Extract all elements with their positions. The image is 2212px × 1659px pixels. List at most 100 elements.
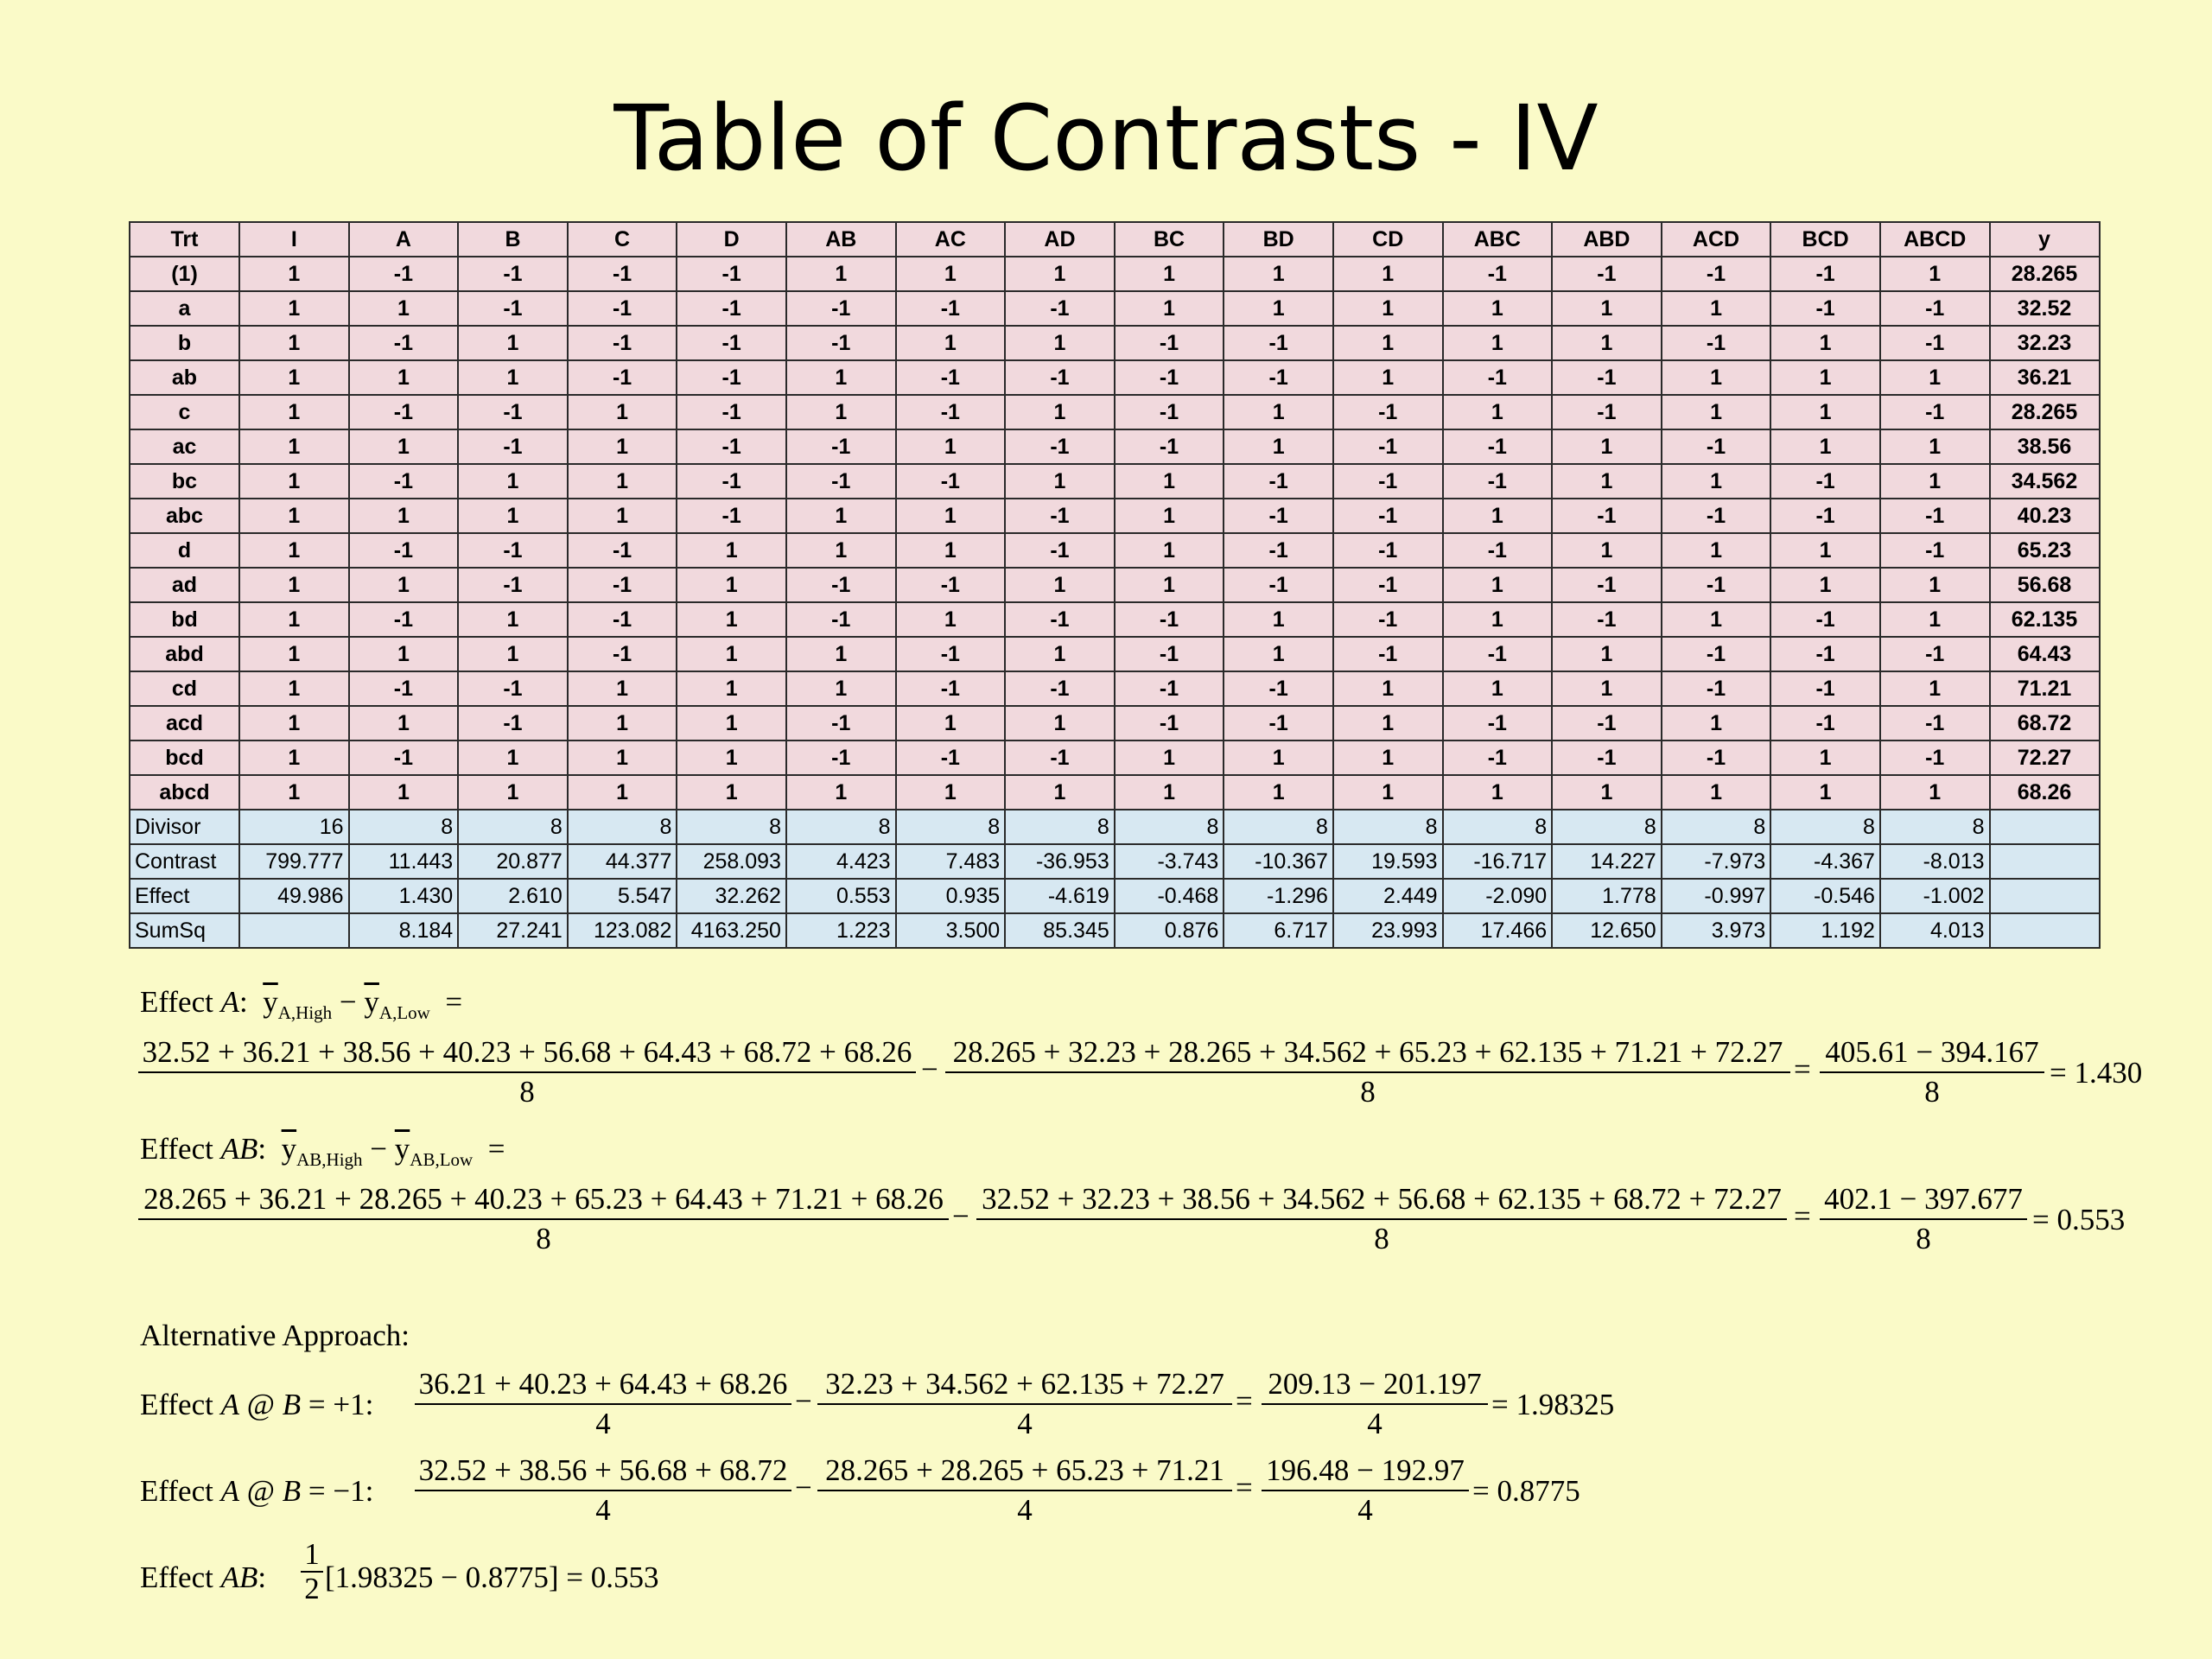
colon: : [257,1560,267,1594]
table-cell: -1 [1878,290,1991,327]
table-cell: C [566,221,678,257]
b-value: = −1: [301,1474,374,1508]
table-row: b 1 -1 1 -1 -1 -1 1 1 -1 -1 1 1 1 -1 1 -1 32.23 [129,325,2101,361]
table-cell: 23.993 [1332,912,1444,949]
table-cell: -1 [1223,498,1334,534]
table-cell: 1 [894,601,1007,638]
table-cell: -1 [1660,567,1772,603]
table-cell: 8.184 [347,912,460,949]
table-cell: 32.262 [676,878,787,914]
row-label-cell: d [129,532,240,569]
minus-sign: − [952,1199,969,1233]
table-cell: AB [785,221,897,257]
ybar-high: y [281,1132,297,1166]
alt-ab-result: [1.98325 − 0.8775] = 0.553 [325,1560,659,1594]
table-cell: -1 [1660,740,1772,776]
effect-ab-fraction-low: 32.52 + 32.23 + 38.56 + 34.562 + 56.68 +… [976,1180,1787,1258]
alt-a1-fraction-low: 32.23 + 34.562 + 62.135 + 72.27 4 [817,1365,1232,1443]
table-cell: 32.52 [1988,290,2101,327]
table-cell: -1 [457,256,569,292]
effect-var: A [220,1474,239,1508]
row-label-cell: bc [129,463,240,499]
table-cell: 1 [1770,394,1881,430]
table-cell: 1 [1113,463,1225,499]
row-label-cell: ac [129,429,240,465]
colon: : [239,985,248,1019]
table-cell: 1 [1551,429,1662,465]
table-cell: -1 [1113,394,1225,430]
table-cell: -1 [1113,359,1225,396]
table-cell: 1 [1332,256,1444,292]
table-cell: -4.367 [1770,843,1881,880]
table-cell: 3.973 [1660,912,1772,949]
slide-title: Table of Contrasts - IV [613,86,1599,191]
table-cell: -1 [1551,601,1662,638]
effect-a-label: Effect A: yA,High − yA,Low = [140,985,462,1024]
table-cell: 8 [1332,809,1444,845]
table-cell: 1 [1878,359,1991,396]
table-cell: -0.997 [1660,878,1772,914]
table-cell: 27.241 [457,912,569,949]
table-cell: 1 [1770,359,1881,396]
table-cell: 8 [1004,809,1116,845]
table-cell: 1 [785,359,897,396]
summary-row: Divisor 16 8 8 8 8 8 8 8 8 8 8 8 8 8 8 8 [129,809,2101,845]
table-cell: -4.619 [1004,878,1116,914]
row-label-cell: (1) [129,256,240,292]
table-cell: 1 [238,532,350,569]
fraction-numerator: 32.52 + 36.21 + 38.56 + 40.23 + 56.68 + … [138,1033,916,1073]
table-cell: -1 [1004,532,1116,569]
row-label-cell: a [129,290,240,327]
table-cell: 16 [238,809,350,845]
sub-ab-high: AB,High [296,1149,363,1170]
table-cell: -1 [1113,429,1225,465]
row-label-cell: bd [129,601,240,638]
equals-sign: = [445,985,463,1019]
contrast-table: Trt I A B C D AB AC AD BC BD CD ABC ABD ACD BCD ABCD y (1)… [129,221,2101,949]
table-cell: -1 [676,290,787,327]
table-cell: 1 [457,740,569,776]
table-cell: 1 [1332,359,1444,396]
table-cell: -1 [566,359,678,396]
table-cell: -1 [1551,740,1662,776]
table-row: abd 1 1 1 -1 1 1 -1 1 -1 1 -1 -1 1 -1 -1 -1 64.43 [129,636,2101,672]
table-cell: 1 [1332,774,1444,810]
table-cell: BD [1223,221,1334,257]
table-cell: 258.093 [676,843,787,880]
table-cell: 1 [1004,774,1116,810]
table-cell: 1 [347,290,460,327]
table-cell: 1 [457,498,569,534]
table-cell: 1 [238,394,350,430]
table-cell: I [238,221,350,257]
table-cell: -1 [566,636,678,672]
table-cell: 1 [566,705,678,741]
table-cell: -1 [457,290,569,327]
table-cell: -1 [1551,705,1662,741]
table-cell: 1.430 [347,878,460,914]
equals-sign: = [1236,1384,1253,1418]
table-cell: 1 [1551,636,1662,672]
table-cell: -1 [1878,325,1991,361]
table-cell: -1 [347,463,460,499]
effect-a-fraction-diff: 405.61 − 394.167 8 [1820,1033,2044,1111]
table-row: bcd 1 -1 1 1 1 -1 -1 -1 1 1 1 -1 -1 -1 1 -1 72.27 [129,740,2101,776]
table-cell: -36.953 [1004,843,1116,880]
table-cell: 1 [457,601,569,638]
table-cell: 32.23 [1988,325,2101,361]
table-row: ad 1 1 -1 -1 1 -1 -1 1 1 -1 -1 1 -1 -1 1 1 56.68 [129,567,2101,603]
table-cell: -1 [1441,256,1554,292]
fraction-denominator: 8 [1916,1222,1931,1255]
table-cell: 1 [1004,256,1116,292]
table-cell: 1 [457,774,569,810]
table-cell: 1 [1770,325,1881,361]
table-header-row: Trt I A B C D AB AC AD BC BD CD ABC ABD ACD BCD ABCD y [129,221,2101,257]
table-row: (1) 1 -1 -1 -1 -1 1 1 1 1 1 1 -1 -1 -1 -1 1 28.265 [129,256,2101,292]
table-cell: -1 [676,325,787,361]
table-cell: 17.466 [1441,912,1554,949]
table-cell: 1 [1660,532,1772,569]
fraction-denominator: 4 [1017,1493,1033,1527]
fraction-numerator: 32.23 + 34.562 + 62.135 + 72.27 [817,1365,1232,1405]
table-cell: 1 [785,256,897,292]
table-cell: 4.013 [1878,912,1991,949]
table-cell: 2.449 [1332,878,1444,914]
